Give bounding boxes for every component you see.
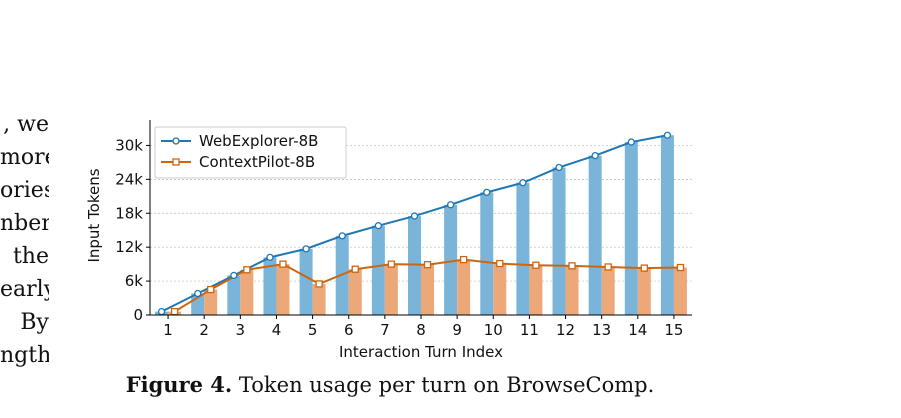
x-axis-label: Interaction Turn Index (339, 343, 503, 361)
y-tick-label: 24k (115, 170, 143, 188)
point-contextpilot (207, 285, 215, 294)
legend-label-contextpilot: ContextPilot-8B (199, 153, 315, 171)
y-tick-label: 6k (125, 272, 144, 290)
bar-contextpilot (348, 269, 362, 315)
legend-marker-contextpilot (172, 158, 180, 166)
point-contextpilot (243, 266, 251, 274)
x-tick-label: 13 (592, 321, 611, 339)
bar-contextpilot (493, 263, 507, 315)
x-tick-label: 4 (272, 321, 282, 339)
point-webexplorer (555, 163, 563, 172)
x-tick-label: 5 (308, 321, 318, 339)
x-tick-label: 1 (163, 321, 173, 339)
point-contextpilot (640, 264, 648, 272)
x-tick-label: 15 (664, 321, 683, 339)
bar-contextpilot (384, 264, 398, 315)
bar-contextpilot (529, 265, 543, 315)
side-text-line: more (0, 145, 49, 170)
point-contextpilot (423, 261, 432, 269)
point-webexplorer (627, 138, 635, 146)
point-contextpilot (568, 262, 576, 270)
side-text-line: By (20, 310, 49, 335)
bar-contextpilot (601, 266, 615, 315)
figure-caption: Figure 4. Token usage per turn on Browse… (0, 372, 780, 397)
point-webexplorer (519, 179, 527, 187)
point-contextpilot (604, 263, 612, 271)
point-webexplorer (483, 188, 491, 196)
y-axis-label: Input Tokens (85, 168, 103, 262)
y-tick-label: 18k (115, 204, 143, 222)
point-webexplorer (410, 212, 419, 220)
point-contextpilot (459, 255, 468, 264)
x-tick-label: 11 (520, 321, 539, 339)
x-tick-label: 10 (484, 321, 503, 339)
x-tick-label: 12 (556, 321, 575, 339)
point-contextpilot (351, 265, 359, 273)
bar-webexplorer (480, 192, 494, 315)
bar-webexplorer (408, 216, 421, 315)
bar-webexplorer (516, 182, 530, 315)
point-contextpilot (496, 259, 504, 268)
point-webexplorer (157, 307, 166, 316)
legend-label-webexplorer: WebExplorer-8B (199, 132, 318, 150)
y-tick-label: 30k (115, 136, 143, 154)
bar-webexplorer (263, 257, 277, 315)
bar-webexplorer (552, 167, 566, 315)
point-webexplorer (338, 232, 346, 240)
legend-box (154, 126, 347, 179)
bar-webexplorer (624, 142, 638, 315)
point-webexplorer (194, 289, 202, 298)
bar-webexplorer (227, 275, 241, 315)
figure-caption-text: Token usage per turn on BrowseComp. (238, 373, 655, 397)
y-tick-label: 12k (115, 238, 143, 256)
x-tick-label: 8 (416, 321, 426, 339)
point-contextpilot (387, 260, 396, 268)
x-tick-label: 2 (199, 321, 209, 339)
bar-contextpilot (673, 267, 687, 315)
bar-webexplorer (371, 225, 385, 315)
side-text-line: the (12, 244, 49, 269)
x-tick-label: 14 (628, 321, 647, 339)
x-tick-label: 6 (344, 321, 354, 339)
point-webexplorer (266, 253, 274, 261)
bar-contextpilot (276, 264, 290, 315)
bar-contextpilot (204, 289, 218, 315)
bar-webexplorer (660, 135, 674, 315)
point-contextpilot (170, 307, 179, 316)
x-tick-label: 3 (236, 321, 246, 339)
x-tick-label: 9 (452, 321, 462, 339)
point-contextpilot (676, 263, 685, 272)
side-text-line: ngth (0, 343, 49, 368)
point-contextpilot (279, 260, 287, 268)
point-webexplorer (302, 245, 310, 253)
side-text-line: , we (3, 112, 49, 137)
figure-caption-label: Figure 4. (125, 372, 233, 397)
bar-webexplorer (444, 204, 458, 315)
bar-contextpilot (637, 268, 651, 315)
x-tick-label: 7 (380, 321, 390, 339)
bar-contextpilot (421, 264, 434, 315)
bar-webexplorer (299, 248, 313, 315)
side-text-line: nber (0, 211, 49, 236)
y-tick-label: 0 (133, 306, 143, 324)
legend-marker-webexplorer (172, 137, 180, 145)
point-webexplorer (591, 151, 599, 160)
bar-contextpilot (240, 269, 254, 315)
point-webexplorer (446, 201, 455, 209)
side-body-text: , we more ories nber the early By ngth (0, 108, 49, 372)
point-contextpilot (532, 261, 540, 269)
side-text-line: ories (0, 178, 49, 203)
bar-contextpilot (312, 283, 326, 315)
point-webexplorer (230, 271, 238, 280)
point-webexplorer (663, 131, 672, 139)
bar-webexplorer (588, 155, 602, 315)
bar-contextpilot (457, 259, 471, 315)
point-webexplorer (374, 222, 383, 230)
side-text-line: early (0, 277, 49, 302)
point-contextpilot (315, 280, 323, 288)
bar-contextpilot (565, 265, 579, 315)
